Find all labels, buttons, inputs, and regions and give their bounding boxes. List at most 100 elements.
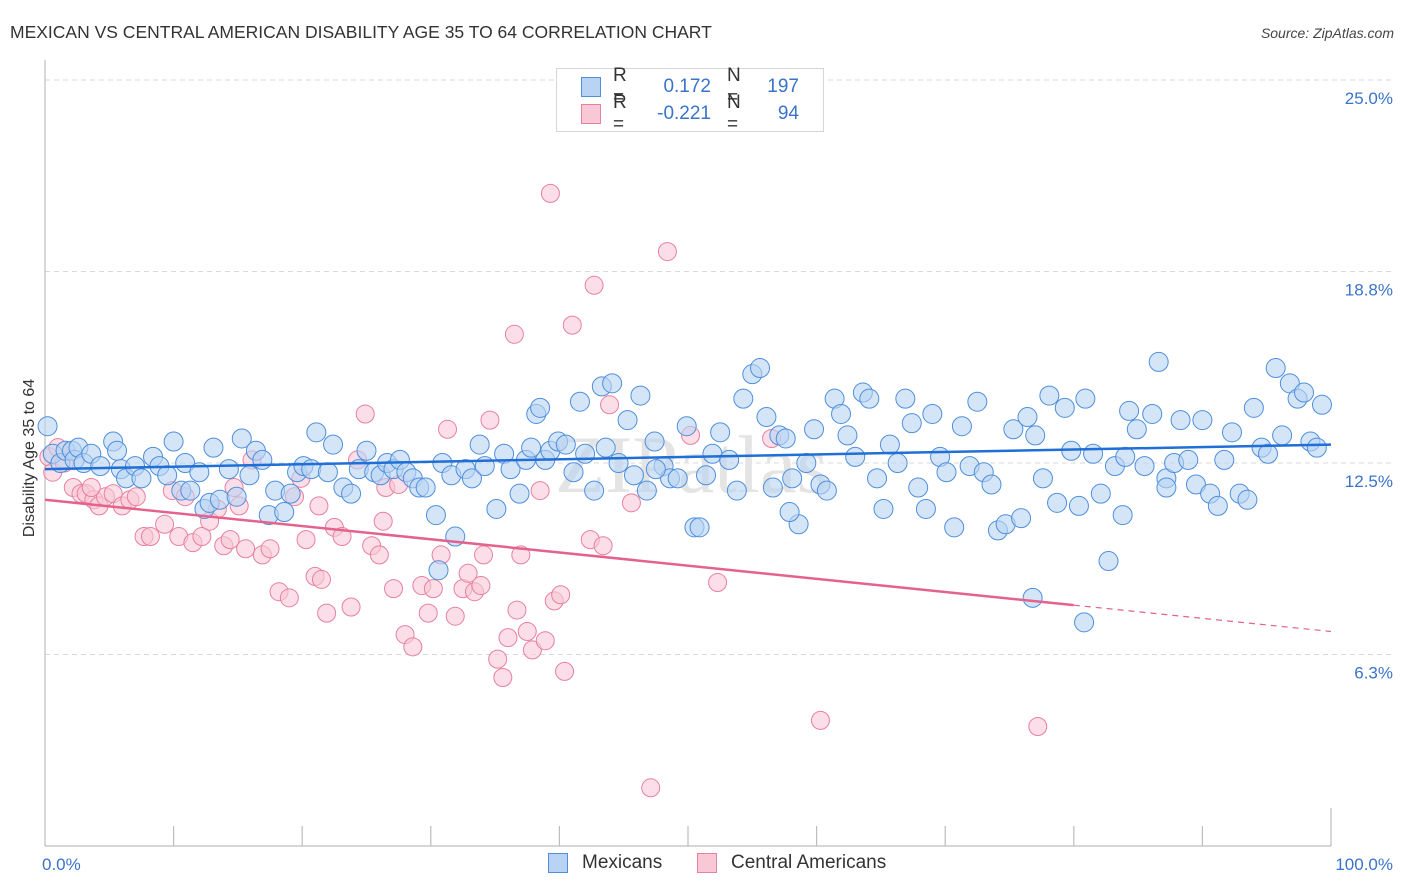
data-point-mexicans (521, 437, 542, 458)
data-point-central-americans (418, 603, 438, 623)
data-point-mexicans (726, 480, 747, 501)
data-point-central-americans (562, 315, 582, 335)
legend-item-central-americans[interactable]: Central Americans (697, 852, 886, 874)
n-value: 197 (767, 76, 799, 97)
data-point-mexicans (636, 480, 657, 501)
y-tick-label: 18.8% (1345, 281, 1393, 300)
trend-lines (44, 443, 1332, 633)
data-point-mexicans (306, 422, 327, 443)
data-point-mexicans (1068, 495, 1089, 516)
data-point-mexicans (750, 358, 771, 379)
central-americans-swatch (697, 853, 717, 873)
data-point-central-americans (708, 572, 728, 592)
data-point-central-americans (540, 183, 560, 203)
data-point-mexicans (252, 449, 273, 470)
data-point-mexicans (131, 468, 152, 489)
data-point-central-americans (155, 514, 175, 534)
data-point-mexicans (1047, 492, 1068, 513)
data-point-mexicans (218, 459, 239, 480)
data-point-mexicans (1017, 407, 1038, 428)
data-point-mexicans (555, 434, 576, 455)
data-point-central-americans (236, 539, 256, 559)
data-point-mexicans (645, 459, 666, 480)
data-point-mexicans (922, 403, 943, 424)
data-point-mexicans (623, 465, 644, 486)
data-point-mexicans (37, 416, 58, 437)
trend-line-central-americans-extrapolated (1073, 604, 1332, 633)
trend-line-central-americans (44, 498, 1074, 607)
data-point-central-americans (498, 628, 518, 648)
data-point-mexicans (762, 477, 783, 498)
data-point-mexicans (428, 560, 449, 581)
y-tick-label: 25.0% (1345, 89, 1393, 108)
data-point-mexicans (816, 480, 837, 501)
legend-item-mexicans[interactable]: Mexicans (548, 852, 662, 874)
data-point-mexicans (804, 419, 825, 440)
data-point-mexicans (356, 440, 377, 461)
data-point-mexicans (1054, 397, 1075, 418)
data-point-mexicans (873, 498, 894, 519)
data-point-mexicans (630, 385, 651, 406)
x-tick-labels: 0.0% 100.0% (42, 855, 1393, 874)
trend-line-mexicans (44, 443, 1332, 471)
data-point-central-americans (355, 404, 375, 424)
data-point-central-americans (309, 496, 329, 516)
data-point-mexicans (1207, 495, 1228, 516)
data-point-mexicans (1025, 425, 1046, 446)
data-point-mexicans (944, 517, 965, 538)
data-point-central-americans (126, 487, 146, 507)
r-value: 0.172 (663, 76, 711, 97)
data-point-central-americans (621, 493, 641, 513)
data-point-mexicans (644, 431, 665, 452)
data-point-mexicans (157, 465, 178, 486)
data-point-mexicans (509, 483, 530, 504)
data-point-mexicans (1142, 403, 1163, 424)
data-point-mexicans (341, 483, 362, 504)
data-point-central-americans (332, 527, 352, 547)
data-point-mexicans (239, 465, 260, 486)
data-point-mexicans (569, 391, 590, 412)
y-tick-labels: 6.3% 12.5% 18.8% 25.0% (1345, 89, 1393, 683)
data-point-mexicans (1083, 443, 1104, 464)
data-point-central-americans (438, 419, 458, 439)
data-point-mexicans (951, 416, 972, 437)
data-point-mexicans (1112, 505, 1133, 526)
data-point-mexicans (415, 477, 436, 498)
data-point-mexicans (107, 440, 128, 461)
data-point-central-americans (810, 710, 830, 730)
data-point-central-americans (535, 631, 555, 651)
data-point-mexicans (163, 431, 184, 452)
data-point-mexicans (845, 446, 866, 467)
data-point-mexicans (226, 486, 247, 507)
data-point-central-americans (488, 649, 508, 669)
data-point-mexicans (702, 443, 723, 464)
data-point-mexicans (1119, 400, 1140, 421)
data-point-mexicans (1192, 410, 1213, 431)
data-point-mexicans (867, 468, 888, 489)
data-point-mexicans (775, 428, 796, 449)
data-point-mexicans (1090, 483, 1111, 504)
data-point-mexicans (981, 474, 1002, 495)
x-tick-label: 100.0% (1335, 855, 1393, 874)
n-value: 94 (777, 103, 799, 124)
data-point-central-americans (517, 622, 537, 642)
data-point-central-americans (403, 637, 423, 657)
data-point-central-americans (530, 481, 550, 501)
data-point-mexicans (180, 480, 201, 501)
data-point-mexicans (837, 425, 858, 446)
data-point-mexicans (796, 453, 817, 473)
data-point-central-americans (140, 527, 160, 547)
data-point-central-americans (369, 545, 389, 565)
r-label: R = (613, 65, 627, 108)
mexicans-swatch (581, 77, 601, 97)
data-point-mexicans (667, 468, 688, 489)
data-point-mexicans (915, 498, 936, 519)
data-point-mexicans (274, 502, 295, 523)
data-point-mexicans (859, 388, 880, 409)
r-value: -0.221 (657, 103, 711, 124)
data-point-central-americans (471, 576, 491, 596)
data-point-mexicans (908, 477, 929, 498)
data-point-central-americans (81, 478, 101, 498)
n-label: N = (727, 92, 741, 135)
data-point-mexicans (1032, 468, 1053, 489)
